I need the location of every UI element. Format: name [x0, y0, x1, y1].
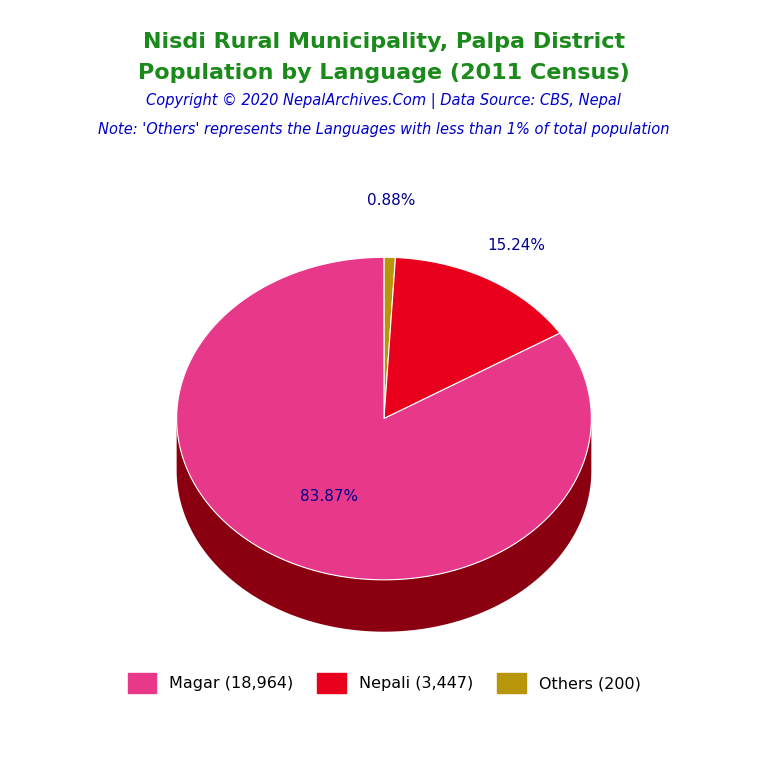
Polygon shape — [177, 419, 591, 631]
Text: Note: 'Others' represents the Languages with less than 1% of total population: Note: 'Others' represents the Languages … — [98, 121, 670, 137]
Polygon shape — [177, 257, 591, 580]
Text: 83.87%: 83.87% — [300, 488, 358, 504]
Text: Copyright © 2020 NepalArchives.Com | Data Source: CBS, Nepal: Copyright © 2020 NepalArchives.Com | Dat… — [147, 94, 621, 109]
Text: 15.24%: 15.24% — [487, 237, 545, 253]
Legend: Magar (18,964), Nepali (3,447), Others (200): Magar (18,964), Nepali (3,447), Others (… — [127, 674, 641, 693]
Polygon shape — [384, 257, 396, 419]
Polygon shape — [384, 257, 560, 419]
Text: Population by Language (2011 Census): Population by Language (2011 Census) — [138, 63, 630, 83]
Text: Nisdi Rural Municipality, Palpa District: Nisdi Rural Municipality, Palpa District — [143, 32, 625, 52]
Text: 0.88%: 0.88% — [367, 194, 415, 208]
